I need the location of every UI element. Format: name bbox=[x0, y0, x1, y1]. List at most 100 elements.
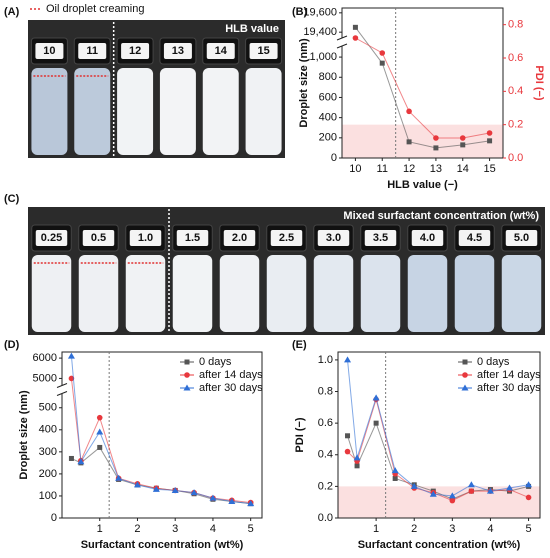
bottle-body bbox=[360, 255, 401, 332]
x-axis-label: HLB value (−) bbox=[387, 179, 458, 191]
y2-tick-label: 0.8 bbox=[508, 19, 523, 31]
x-tick-label: 15 bbox=[483, 163, 495, 175]
x-tick-label: 5 bbox=[248, 523, 254, 535]
marker bbox=[486, 130, 493, 136]
axis-break-mark bbox=[336, 43, 348, 49]
axis-break-mark bbox=[336, 35, 348, 41]
axis-break-gap bbox=[338, 38, 346, 46]
marker bbox=[209, 494, 217, 501]
threshold-band bbox=[342, 124, 503, 158]
axis-break-mark bbox=[56, 383, 68, 388]
x-tick-label: 3 bbox=[172, 523, 178, 535]
bottle-label: 13 bbox=[172, 45, 184, 57]
panel-label: (B) bbox=[292, 6, 308, 18]
y-tick-label: 1.0 bbox=[318, 354, 333, 366]
marker bbox=[391, 467, 399, 474]
bottle-label: 10 bbox=[43, 45, 55, 57]
marker bbox=[433, 135, 439, 141]
bottle-body bbox=[501, 255, 542, 332]
y-tick-label: 1,000 bbox=[309, 51, 337, 63]
bottle-body bbox=[219, 255, 260, 332]
bottle-body bbox=[31, 255, 72, 332]
marker bbox=[184, 359, 190, 365]
y-tick-label: 800 bbox=[319, 71, 337, 83]
cap-label-box bbox=[163, 43, 192, 59]
cap-label-box bbox=[411, 230, 444, 246]
x-tick-label: 13 bbox=[430, 163, 442, 175]
legend-label: after 14 days bbox=[477, 369, 541, 381]
marker bbox=[68, 455, 74, 461]
legend-label: after 30 days bbox=[199, 382, 263, 394]
marker bbox=[459, 135, 466, 141]
marker bbox=[184, 372, 190, 378]
y-tick-label: 0.2 bbox=[318, 480, 333, 492]
bottle-body bbox=[407, 255, 448, 332]
marker bbox=[352, 35, 359, 41]
legend-label: 0 days bbox=[199, 356, 232, 368]
cap-label-box bbox=[206, 43, 235, 59]
legend-label: 0 days bbox=[477, 356, 510, 368]
threshold-band bbox=[338, 486, 540, 518]
bottle-label: 1.5 bbox=[185, 232, 200, 244]
x-tick-label: 1 bbox=[97, 523, 103, 535]
y-tick-label: 500 bbox=[39, 402, 57, 414]
marker bbox=[486, 487, 494, 494]
x-tick-label: 1 bbox=[373, 523, 379, 535]
bottle-body bbox=[31, 68, 68, 155]
y2-tick-label: 0.6 bbox=[508, 52, 523, 64]
x-tick-label: 4 bbox=[487, 523, 493, 535]
cap-label-box bbox=[129, 230, 162, 246]
y-axis-label: Droplet size (nm) bbox=[298, 38, 310, 128]
bottle-body bbox=[454, 255, 495, 332]
bottle-body bbox=[78, 255, 119, 332]
plot-frame bbox=[341, 7, 504, 159]
bottle-body bbox=[125, 255, 166, 332]
y-tick-label: 600 bbox=[319, 91, 337, 103]
cap-label-box bbox=[249, 43, 278, 59]
marker bbox=[406, 139, 412, 145]
cap-label-box bbox=[505, 230, 538, 246]
marker bbox=[352, 24, 358, 30]
cap-label-box bbox=[35, 230, 68, 246]
marker bbox=[133, 481, 141, 488]
bottle-body bbox=[74, 68, 111, 155]
y-tick-label: 6000 bbox=[33, 352, 57, 364]
bottle-label: 5.0 bbox=[514, 232, 529, 244]
marker bbox=[152, 485, 160, 492]
marker bbox=[77, 458, 85, 465]
x-tick-label: 2 bbox=[134, 523, 140, 535]
x-tick-label: 3 bbox=[449, 523, 455, 535]
bottle-label: 12 bbox=[129, 45, 141, 57]
y2-tick-label: 0.2 bbox=[508, 119, 523, 131]
bottle-label: 3.5 bbox=[373, 232, 388, 244]
marker bbox=[429, 490, 437, 497]
x-axis-label: Surfactant concentration (wt%) bbox=[358, 539, 521, 551]
bottle-label: 2.5 bbox=[279, 232, 294, 244]
marker bbox=[410, 482, 418, 489]
marker bbox=[345, 433, 351, 439]
y-tick-label: 400 bbox=[39, 424, 57, 436]
y-tick-label: 5000 bbox=[33, 372, 57, 384]
y-tick-label: 0.0 bbox=[318, 512, 333, 524]
marker bbox=[344, 356, 352, 363]
legend-label: Oil droplet creaming bbox=[46, 3, 144, 15]
bottle-body bbox=[117, 68, 154, 155]
bottle-label: 1.0 bbox=[138, 232, 153, 244]
cap-label-box bbox=[458, 230, 491, 246]
y-tick-label: 0 bbox=[331, 152, 337, 164]
plot-frame bbox=[337, 351, 541, 519]
cap-label-box bbox=[176, 230, 209, 246]
bottle-body bbox=[159, 68, 196, 155]
bottle-body bbox=[266, 255, 307, 332]
cap-label-box bbox=[223, 230, 256, 246]
bottle-body bbox=[313, 255, 354, 332]
marker bbox=[468, 488, 475, 494]
panel-label: (A) bbox=[4, 6, 20, 18]
marker bbox=[379, 60, 385, 66]
y-tick-label: 0.6 bbox=[318, 417, 333, 429]
marker bbox=[354, 463, 360, 469]
marker bbox=[97, 444, 103, 450]
y2-tick-label: 0.4 bbox=[508, 85, 523, 97]
y-tick-label: 200 bbox=[319, 132, 337, 144]
marker bbox=[372, 394, 380, 401]
